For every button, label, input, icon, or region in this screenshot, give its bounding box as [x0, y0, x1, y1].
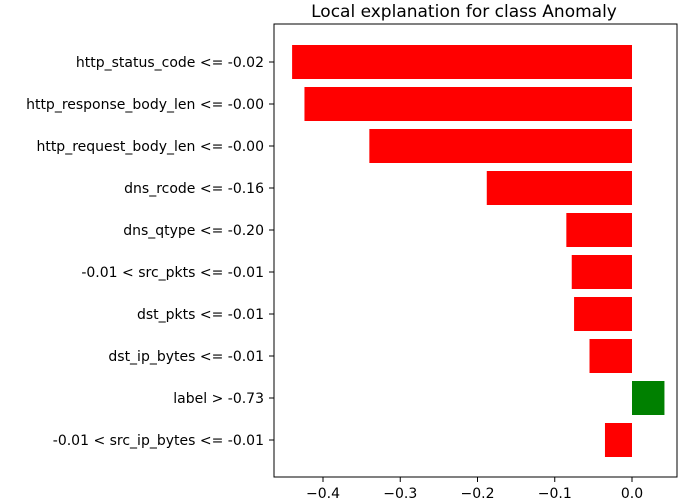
bar — [486, 171, 632, 205]
y-tick-label: dst_pkts <= -0.01 — [137, 307, 264, 323]
bar — [292, 45, 632, 79]
x-tick-label: −0.4 — [306, 486, 340, 501]
y-tick-label: http_status_code <= -0.02 — [76, 55, 264, 71]
y-tick-label: dns_qtype <= -0.20 — [123, 223, 264, 239]
bars-layer — [292, 45, 665, 457]
x-tick-label: −0.2 — [461, 486, 495, 501]
y-axis: http_status_code <= -0.02 http_response_b… — [26, 55, 274, 449]
bar — [574, 297, 632, 331]
bar — [566, 213, 632, 247]
chart-title: Local explanation for class Anomaly — [311, 2, 617, 22]
y-tick-label: -0.01 < src_pkts <= -0.01 — [81, 265, 264, 281]
x-tick-label: −0.3 — [383, 486, 417, 501]
y-tick-label: dns_rcode <= -0.16 — [124, 181, 264, 197]
bar — [369, 129, 632, 163]
y-tick-label: http_request_body_len <= -0.00 — [36, 139, 264, 155]
x-tick-label: 0.0 — [621, 486, 643, 501]
y-tick-label: http_response_body_len <= -0.00 — [26, 97, 264, 113]
x-tick-label: −0.1 — [538, 486, 572, 501]
bar — [632, 381, 665, 415]
y-tick-label: dst_ip_bytes <= -0.01 — [108, 349, 264, 365]
bar — [304, 87, 632, 121]
bar — [571, 255, 632, 289]
y-tick-label: label > -0.73 — [173, 391, 264, 407]
plot-frame — [273, 23, 678, 478]
bar — [589, 339, 632, 373]
bar — [604, 423, 632, 457]
x-axis: −0.4 −0.3 −0.2 −0.1 0.0 — [306, 477, 643, 501]
y-tick-label: -0.01 < src_ip_bytes <= -0.01 — [53, 433, 264, 449]
